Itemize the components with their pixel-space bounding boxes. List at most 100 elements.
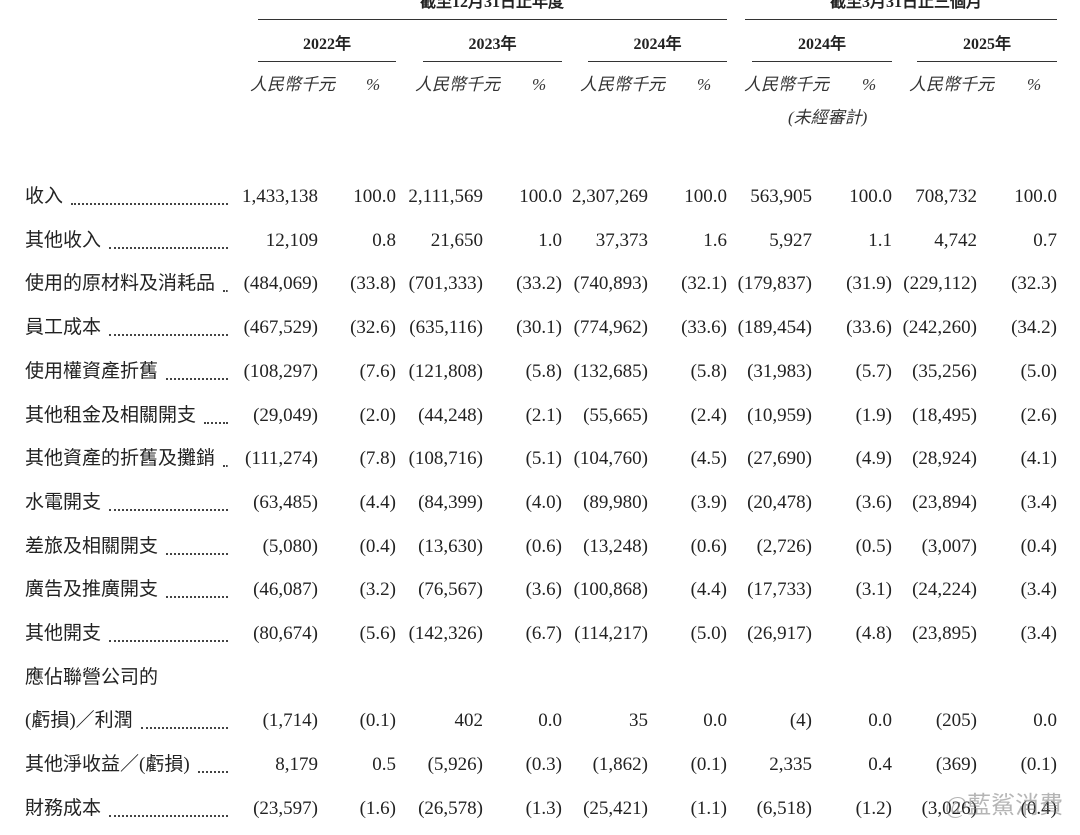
percent-cell: 1.0 bbox=[538, 229, 562, 251]
percent-cell: 100.0 bbox=[353, 186, 396, 207]
percent-cell: 100.0 bbox=[1014, 186, 1057, 207]
percent-cell: (33.6) bbox=[681, 317, 727, 339]
unit-note: (未經審計) bbox=[788, 108, 868, 127]
unit-label: % bbox=[532, 75, 547, 94]
percent-cell: (1.2) bbox=[855, 797, 892, 819]
amount-cell: (100,868) bbox=[573, 579, 648, 601]
amount-cell: (27,690) bbox=[747, 448, 812, 470]
amount-cell: (84,399) bbox=[418, 491, 483, 513]
amount-cell: (10,959) bbox=[747, 404, 812, 426]
percent-cell: (3.2) bbox=[359, 579, 396, 601]
unit-label: 人民幣千元 bbox=[909, 75, 994, 94]
amount-cell: (132,685) bbox=[573, 360, 648, 382]
percent-cell: (1.3) bbox=[525, 797, 562, 819]
percent-cell: (0.1) bbox=[690, 754, 727, 776]
amount-cell: (242,260) bbox=[902, 317, 977, 339]
percent-cell: 1.1 bbox=[868, 229, 892, 251]
amount-cell: (108,716) bbox=[408, 448, 483, 470]
amount-cell: 4,742 bbox=[934, 229, 977, 251]
amount-cell: (1,862) bbox=[592, 754, 648, 776]
percent-cell: (2.4) bbox=[690, 404, 727, 426]
percent-cell: (1.9) bbox=[855, 404, 892, 426]
row-label: 應佔聯營公司的 bbox=[25, 666, 159, 688]
leader bbox=[223, 290, 228, 293]
amount-cell: (2,726) bbox=[756, 535, 812, 557]
percent-cell: (0.4) bbox=[359, 535, 396, 557]
percent-cell: (1.1) bbox=[690, 797, 727, 819]
amount-cell: (635,116) bbox=[409, 317, 483, 339]
unit-label: % bbox=[862, 75, 877, 94]
rule bbox=[258, 19, 727, 20]
amount-cell: (114,217) bbox=[574, 623, 648, 644]
row-label: 使用的原材料及消耗品 bbox=[25, 273, 216, 295]
percent-cell: (33.2) bbox=[516, 273, 562, 295]
percent-cell: (3.4) bbox=[1020, 623, 1057, 644]
percent-cell: (3.4) bbox=[1020, 491, 1057, 513]
amount-cell: (3,007) bbox=[921, 535, 977, 557]
percent-cell: (6.7) bbox=[525, 623, 562, 644]
amount-cell: (484,069) bbox=[243, 273, 318, 295]
leader bbox=[109, 508, 228, 511]
percent-cell: (32.6) bbox=[350, 317, 396, 339]
amount-cell: (89,980) bbox=[583, 491, 648, 513]
amount-cell: (3,026) bbox=[921, 797, 977, 819]
percent-cell: (0.1) bbox=[1020, 754, 1057, 776]
percent-cell: (0.6) bbox=[525, 535, 562, 557]
row-label: 其他資產的折舊及攤銷 bbox=[25, 448, 216, 470]
amount-cell: 708,732 bbox=[915, 186, 977, 207]
unit-label: 人民幣千元 bbox=[744, 75, 829, 94]
percent-cell: (3.1) bbox=[855, 579, 892, 601]
row-label: 廣告及推廣開支 bbox=[25, 579, 159, 601]
amount-cell: (5,080) bbox=[262, 535, 318, 557]
year-header: 2024年 bbox=[797, 36, 846, 53]
percent-cell: (4.1) bbox=[1020, 448, 1057, 470]
percent-cell: (31.9) bbox=[846, 273, 892, 295]
amount-cell: (24,224) bbox=[912, 579, 977, 601]
percent-cell: 100.0 bbox=[519, 186, 562, 207]
percent-cell: 0.0 bbox=[538, 710, 562, 732]
percent-cell: 0.0 bbox=[1033, 710, 1057, 732]
percent-cell: (0.4) bbox=[1020, 535, 1057, 557]
amount-cell: (23,597) bbox=[253, 797, 318, 819]
leader bbox=[166, 377, 228, 380]
unit-label: 人民幣千元 bbox=[250, 75, 335, 94]
unit-label: % bbox=[366, 75, 381, 94]
row-label: 水電開支 bbox=[25, 491, 102, 513]
amount-cell: 5,927 bbox=[769, 229, 812, 251]
percent-cell: 0.4 bbox=[868, 754, 892, 776]
percent-cell: (32.3) bbox=[1011, 273, 1057, 295]
amount-cell: 2,111,569 bbox=[408, 186, 483, 207]
percent-cell: (3.9) bbox=[690, 491, 727, 513]
group-header: 截至12月31日止年度 bbox=[420, 0, 565, 11]
amount-cell: (18,495) bbox=[912, 404, 977, 426]
amount-cell: (26,578) bbox=[418, 797, 483, 819]
amount-cell: 2,335 bbox=[769, 754, 812, 776]
leader bbox=[71, 203, 228, 205]
unit-label: 人民幣千元 bbox=[415, 75, 500, 94]
percent-cell: (7.6) bbox=[359, 360, 396, 382]
leader bbox=[166, 596, 228, 599]
group-header: 截至3月31日止三個月 bbox=[830, 0, 983, 11]
row-label: 收入 bbox=[25, 186, 64, 207]
rule bbox=[745, 19, 1057, 20]
amount-cell: (46,087) bbox=[253, 579, 318, 601]
leader bbox=[166, 552, 228, 555]
amount-cell: 12,109 bbox=[265, 229, 318, 251]
leader bbox=[223, 465, 228, 468]
percent-cell: (33.8) bbox=[350, 273, 396, 295]
amount-cell: (467,529) bbox=[243, 317, 318, 339]
percent-cell: (0.6) bbox=[690, 535, 727, 557]
leader bbox=[109, 246, 228, 249]
amount-cell: (23,895) bbox=[912, 623, 977, 644]
amount-cell: (63,485) bbox=[253, 491, 318, 513]
amount-cell: (142,326) bbox=[408, 623, 483, 644]
percent-cell: (5.1) bbox=[525, 448, 562, 470]
amount-cell: (13,630) bbox=[418, 535, 483, 557]
amount-cell: (111,274) bbox=[245, 448, 318, 470]
amount-cell: (104,760) bbox=[573, 448, 648, 470]
amount-cell: (35,256) bbox=[912, 360, 977, 382]
amount-cell: (189,454) bbox=[737, 317, 812, 339]
leader bbox=[109, 640, 228, 642]
leader bbox=[109, 814, 228, 817]
